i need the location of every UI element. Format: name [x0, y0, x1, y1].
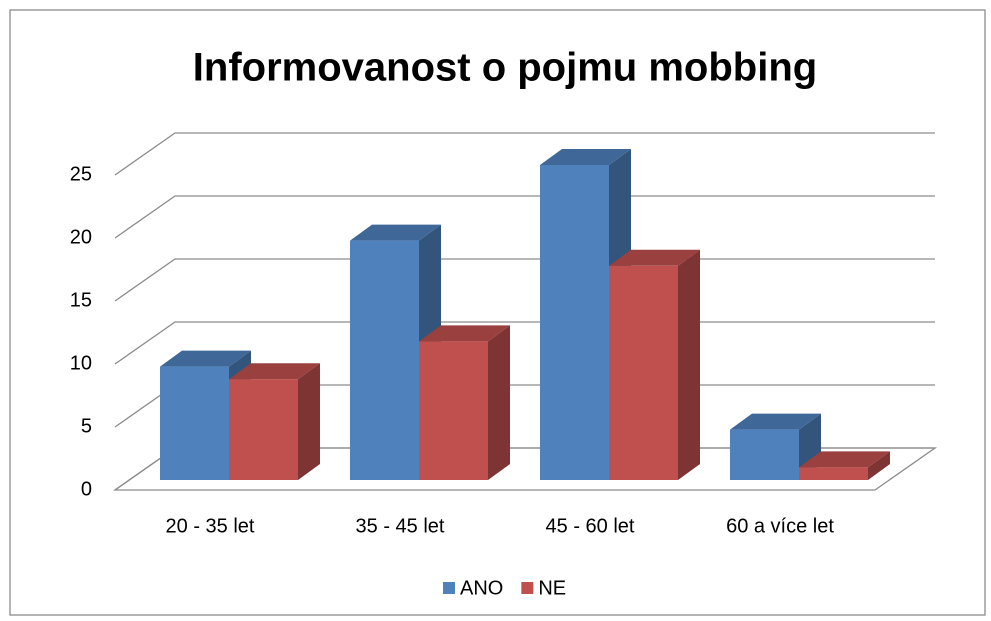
bar-top: [160, 350, 251, 367]
grid-line: [114, 195, 935, 239]
bar-side: [678, 249, 700, 480]
y-tick-label: 20: [70, 226, 92, 248]
x-tick-label: 60 a více let: [726, 515, 834, 537]
bar: [609, 249, 700, 480]
bar-front: [730, 429, 799, 480]
x-tick-label: 45 - 60 let: [546, 515, 635, 537]
bar-side: [488, 325, 510, 480]
legend-label: NE: [538, 577, 566, 599]
x-tick-label: 20 - 35 let: [166, 515, 255, 537]
legend-swatch: [443, 582, 455, 594]
bar: [799, 451, 890, 480]
bar-top: [609, 249, 700, 266]
chart-title: Informovanost o pojmu mobbing: [193, 46, 817, 90]
bar-top: [419, 325, 510, 342]
bar-front: [229, 379, 298, 480]
chart-border: [9, 9, 986, 616]
legend-label: ANO: [460, 577, 503, 599]
y-tick-label: 0: [81, 478, 92, 500]
grid-line: [114, 132, 935, 176]
x-tick-label: 35 - 45 let: [356, 515, 445, 537]
bar-top: [799, 451, 890, 468]
y-tick-label: 25: [70, 163, 92, 185]
legend-swatch: [521, 582, 534, 594]
bar-side: [298, 363, 320, 480]
bar-side: [868, 451, 890, 480]
bar-top: [229, 363, 320, 380]
y-tick-label: 10: [70, 352, 92, 374]
bar-top: [540, 149, 631, 165]
bar: [229, 363, 320, 480]
bar: [419, 325, 510, 480]
bar-front: [350, 240, 419, 480]
bar-front: [419, 341, 488, 480]
bar-front: [160, 366, 229, 480]
bar-front: [540, 165, 609, 480]
bar-front: [799, 467, 868, 480]
bar-front: [609, 265, 678, 480]
bar-top: [350, 224, 441, 241]
bar-top: [730, 413, 821, 430]
y-tick-label: 15: [70, 289, 92, 311]
y-tick-label: 5: [81, 415, 92, 437]
